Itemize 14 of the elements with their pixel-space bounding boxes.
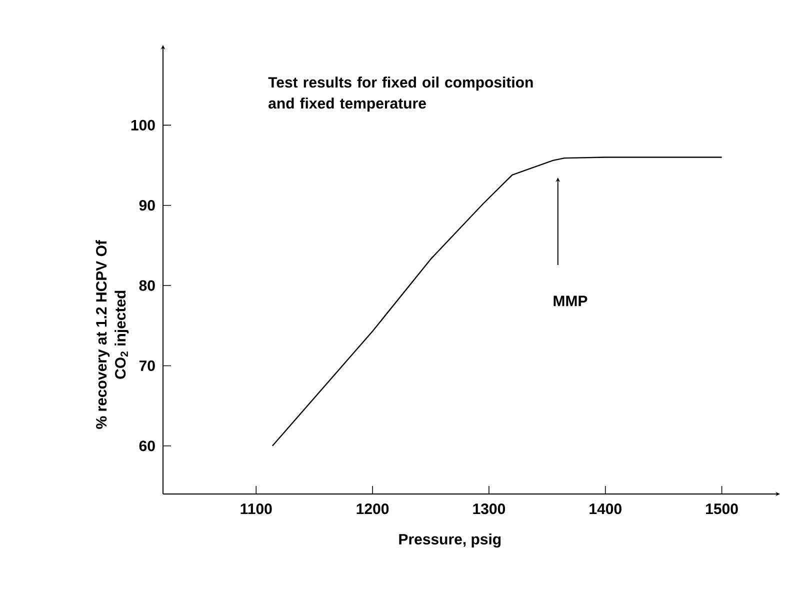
text: Test results for fixed oil composition and fixed temperature xyxy=(268,76,533,112)
y-tick-label: 80 xyxy=(139,280,155,291)
x-axis-title: Pressure, psig xyxy=(399,534,501,548)
x-tick-label: 1400 xyxy=(590,504,622,514)
y-tick-label: 70 xyxy=(139,360,155,372)
x-tick-label: 1300 xyxy=(473,504,506,514)
annotation: MMP xyxy=(554,296,588,306)
y-tick-label: 60 xyxy=(139,440,155,452)
y-tick-label: 100 xyxy=(131,120,155,130)
x-tick-label: 1500 xyxy=(706,504,738,514)
line-series xyxy=(272,156,722,446)
x-tick-label: 1200 xyxy=(356,504,389,514)
y-tick-label: 90 xyxy=(139,200,155,211)
x-tick-label: 1100 xyxy=(240,504,272,514)
